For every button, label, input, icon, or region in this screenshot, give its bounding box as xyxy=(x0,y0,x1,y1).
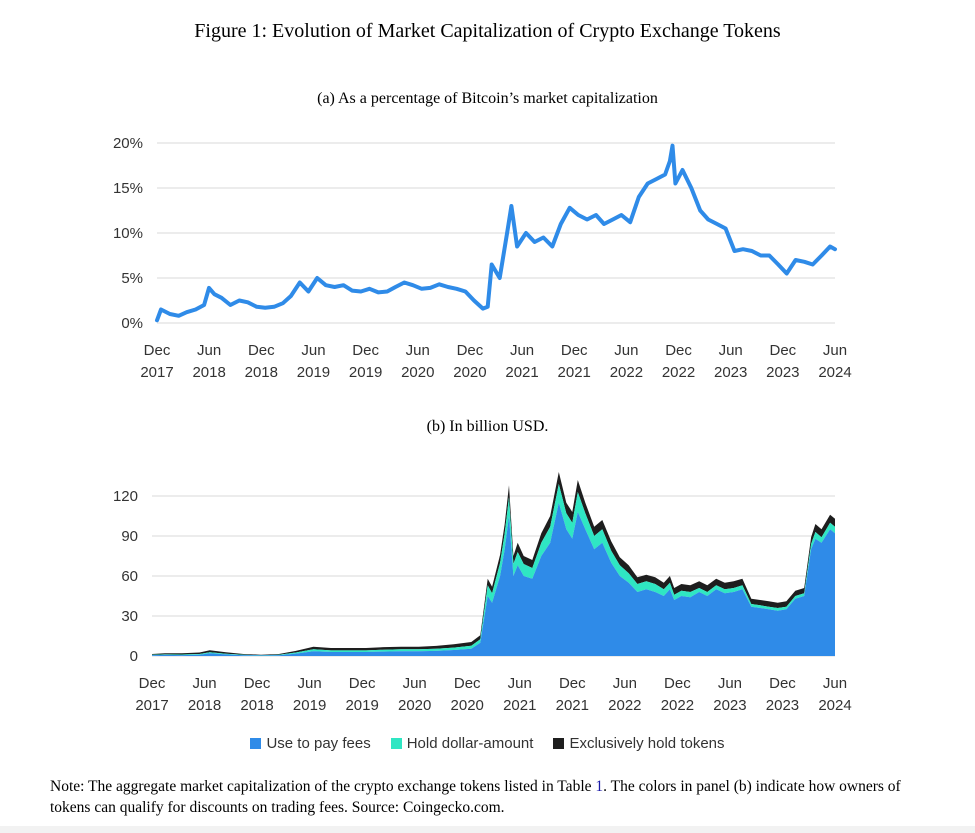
x-tick-label: 2023 xyxy=(766,697,799,714)
panel-b-legend: Use to pay fees Hold dollar-amount Exclu… xyxy=(0,735,975,752)
legend-swatch-hold xyxy=(553,738,565,749)
x-tick-label: Jun xyxy=(301,342,325,359)
x-tick-label: Dec xyxy=(665,342,692,359)
legend-swatch-dollar xyxy=(390,738,402,749)
x-tick-label: Jun xyxy=(823,342,847,359)
legend-label-dollar: Hold dollar-amount xyxy=(406,735,534,752)
x-tick-label: 2017 xyxy=(135,697,168,714)
x-tick-label: 2021 xyxy=(556,697,589,714)
x-tick-label: Dec xyxy=(144,342,171,359)
y-tick-label: 10% xyxy=(113,225,143,242)
x-tick-label: 2021 xyxy=(558,364,591,381)
x-tick-label: 2018 xyxy=(245,364,278,381)
x-tick-label: 2018 xyxy=(240,697,273,714)
x-tick-label: 2017 xyxy=(140,364,173,381)
y-tick-label: 20% xyxy=(113,135,143,152)
x-tick-label: Jun xyxy=(298,675,322,692)
x-tick-label: Dec xyxy=(559,675,586,692)
y-tick-label: 30 xyxy=(121,608,138,625)
legend-swatch-fees xyxy=(250,738,262,749)
x-tick-label: Dec xyxy=(457,342,484,359)
legend-item-dollar: Hold dollar-amount xyxy=(390,735,534,752)
x-tick-label: 2024 xyxy=(818,364,851,381)
x-tick-label: Jun xyxy=(614,342,638,359)
x-tick-label: 2023 xyxy=(713,697,746,714)
y-tick-label: 0 xyxy=(130,648,138,665)
note-suffix: . The colors in panel (b) indicate how o… xyxy=(50,778,901,816)
x-tick-label: Jun xyxy=(719,342,743,359)
x-tick-label: Dec xyxy=(664,675,691,692)
y-tick-label: 60 xyxy=(121,568,138,585)
x-tick-label: Jun xyxy=(197,342,221,359)
x-tick-label: 2018 xyxy=(192,364,225,381)
legend-item-hold: Exclusively hold tokens xyxy=(553,735,725,752)
x-tick-label: Dec xyxy=(352,342,379,359)
x-tick-label: 2022 xyxy=(610,364,643,381)
x-tick-label: Jun xyxy=(192,675,216,692)
x-tick-label: 2018 xyxy=(188,697,221,714)
panel-a-title: (a) As a percentage of Bitcoin’s market … xyxy=(317,90,658,107)
x-tick-label: Jun xyxy=(508,675,532,692)
x-tick-label: Dec xyxy=(454,675,481,692)
x-tick-label: Dec xyxy=(770,342,797,359)
x-tick-label: Dec xyxy=(248,342,275,359)
x-tick-label: 2020 xyxy=(398,697,431,714)
y-tick-label: 15% xyxy=(113,180,143,197)
x-tick-label: 2019 xyxy=(297,364,330,381)
x-tick-label: 2021 xyxy=(503,697,536,714)
x-tick-label: 2023 xyxy=(714,364,747,381)
figure-note: Note: The aggregate market capitalizatio… xyxy=(50,776,930,818)
y-tick-label: 0% xyxy=(121,315,143,332)
note-prefix: Note: The aggregate market capitalizatio… xyxy=(50,778,596,795)
x-tick-label: 2020 xyxy=(453,364,486,381)
panel-b-chart: 0 30 60 90 120 Dec 2017 Jun 2018 Dec 2018 Jun 2019 De… xyxy=(113,472,852,714)
y-tick-label: 90 xyxy=(121,528,138,545)
x-tick-label: 2020 xyxy=(451,697,484,714)
panel-b-title: (b) In billion USD. xyxy=(426,418,549,435)
x-tick-label: Dec xyxy=(244,675,271,692)
x-tick-label: Dec xyxy=(561,342,588,359)
x-tick-label: Jun xyxy=(823,675,847,692)
x-tick-label: 2021 xyxy=(505,364,538,381)
panel-a-chart: 0% 5% 10% 15% 20% Dec 2017 Jun 2018 Dec 2018 Jun 201… xyxy=(113,135,852,381)
y-tick-label: 5% xyxy=(121,270,143,287)
x-tick-label: Dec xyxy=(139,675,166,692)
x-tick-label: 2023 xyxy=(766,364,799,381)
x-tick-label: Jun xyxy=(406,342,430,359)
x-tick-label: 2022 xyxy=(662,364,695,381)
y-tick-label: 120 xyxy=(113,488,138,505)
figure-title: Figure 1: Evolution of Market Capitaliza… xyxy=(194,20,781,42)
x-tick-label: Jun xyxy=(510,342,534,359)
x-tick-label: 2019 xyxy=(349,364,382,381)
x-tick-label: Jun xyxy=(613,675,637,692)
x-tick-label: Jun xyxy=(403,675,427,692)
x-tick-label: 2022 xyxy=(661,697,694,714)
table-ref-link[interactable]: 1 xyxy=(595,778,604,795)
x-tick-label: Jun xyxy=(718,675,742,692)
x-tick-label: 2019 xyxy=(345,697,378,714)
btc-share-line xyxy=(155,143,837,323)
legend-label-fees: Use to pay fees xyxy=(266,735,371,752)
fees-area xyxy=(152,502,835,656)
x-tick-label: 2019 xyxy=(293,697,326,714)
legend-label-hold: Exclusively hold tokens xyxy=(569,735,725,752)
x-tick-label: 2022 xyxy=(608,697,641,714)
x-tick-label: Dec xyxy=(769,675,796,692)
legend-item-fees: Use to pay fees xyxy=(250,735,371,752)
page-bottom-strip xyxy=(0,826,975,833)
x-tick-label: 2020 xyxy=(401,364,434,381)
x-tick-label: 2024 xyxy=(818,697,851,714)
x-tick-label: Dec xyxy=(349,675,376,692)
